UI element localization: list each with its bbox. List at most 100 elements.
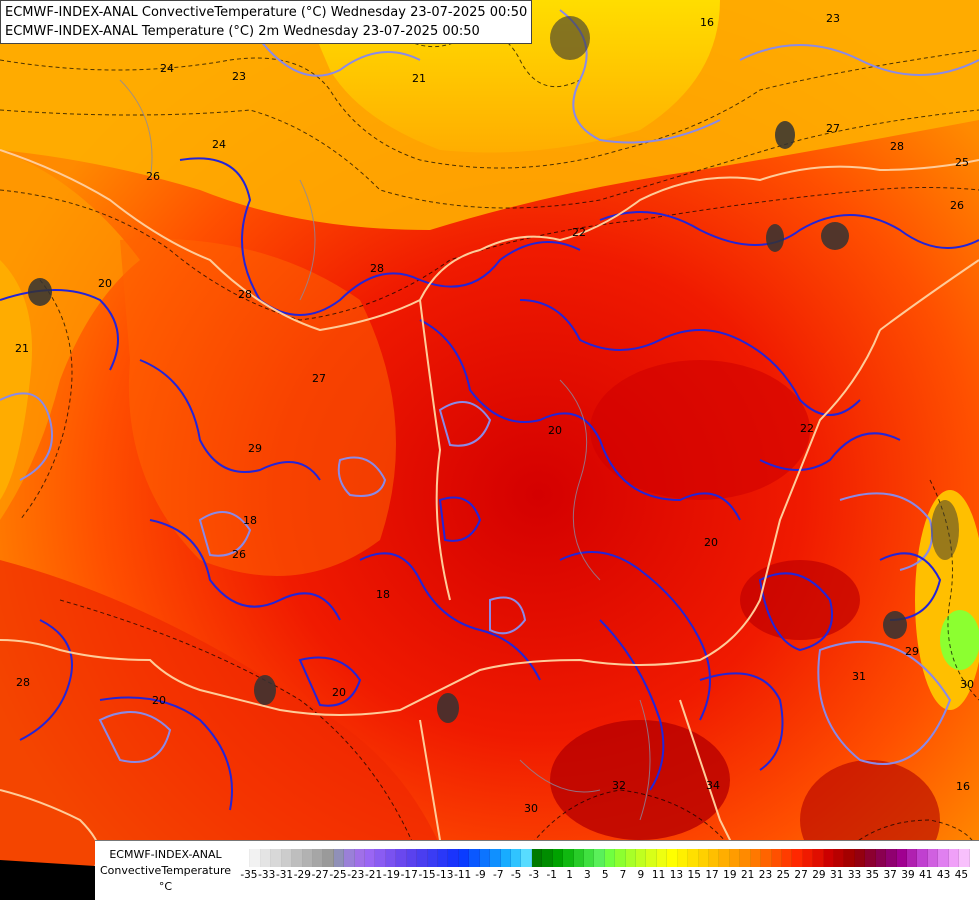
legend-tick-label: 11 bbox=[651, 869, 666, 881]
legend-swatch bbox=[771, 849, 782, 867]
legend-swatch bbox=[323, 849, 334, 867]
contour-value-label: 26 bbox=[232, 548, 246, 561]
legend-swatch bbox=[656, 849, 668, 867]
legend-swatch bbox=[385, 849, 397, 867]
contour-value-label: 20 bbox=[548, 424, 562, 437]
contour-value-label: 20 bbox=[152, 694, 166, 707]
legend-swatch bbox=[802, 849, 814, 867]
map-title-box: ECMWF-INDEX-ANAL ConvectiveTemperature (… bbox=[0, 0, 533, 44]
legend-tick-label: 27 bbox=[794, 869, 808, 881]
legend-swatch bbox=[927, 849, 939, 867]
legend-tick-label: -25 bbox=[329, 869, 347, 881]
legend-swatch bbox=[438, 849, 449, 867]
legend-swatch bbox=[521, 849, 532, 867]
legend-tick-label: 1 bbox=[566, 869, 573, 881]
legend-swatch bbox=[959, 849, 970, 867]
legend-swatch bbox=[865, 849, 876, 867]
contour-value-label: 16 bbox=[956, 780, 970, 793]
contour-value-label: 26 bbox=[950, 199, 964, 212]
contour-value-label: 31 bbox=[852, 670, 866, 683]
legend-tick-label: 43 bbox=[936, 869, 951, 881]
legend-swatch bbox=[667, 849, 678, 867]
legend-swatch bbox=[542, 849, 553, 867]
contour-value-label: 18 bbox=[243, 514, 257, 527]
legend-tick-label: -17 bbox=[400, 869, 418, 881]
legend-tick-label: 33 bbox=[847, 869, 862, 881]
legend-swatch bbox=[396, 849, 407, 867]
legend-tick-label: 3 bbox=[584, 869, 591, 881]
legend-swatch bbox=[698, 849, 709, 867]
legend-swatch bbox=[500, 849, 511, 867]
legend-tick-label: -5 bbox=[510, 869, 522, 881]
legend-swatch bbox=[563, 849, 574, 867]
legend-swatch bbox=[740, 849, 751, 867]
legend-swatch bbox=[604, 849, 616, 867]
legend-swatch bbox=[583, 849, 595, 867]
legend-tick-label: -23 bbox=[347, 869, 365, 881]
contour-value-label: 22 bbox=[572, 226, 586, 239]
legend-swatch bbox=[240, 849, 251, 867]
legend-swatch bbox=[417, 849, 428, 867]
legend-swatch bbox=[250, 849, 261, 867]
legend-tick-label: 13 bbox=[669, 869, 684, 881]
legend-tick-label: -33 bbox=[258, 869, 276, 881]
legend-tick-label: 45 bbox=[954, 869, 969, 881]
legend-swatch bbox=[823, 849, 835, 867]
contour-value-label: 25 bbox=[955, 156, 969, 169]
legend-swatch bbox=[490, 849, 501, 867]
contour-value-label: 29 bbox=[248, 442, 262, 455]
color-legend: ECMWF-INDEX-ANAL ConvectiveTemperature °… bbox=[95, 840, 979, 900]
legend-swatch bbox=[854, 849, 866, 867]
legend-swatch bbox=[761, 849, 772, 867]
legend-swatch bbox=[594, 849, 605, 867]
contour-value-label: 28 bbox=[16, 676, 30, 689]
contour-value-label: 30 bbox=[524, 802, 538, 815]
legend-tick-label: -15 bbox=[418, 869, 436, 881]
legend-swatch bbox=[625, 849, 637, 867]
contour-value-label: 16 bbox=[700, 16, 714, 29]
contour-value-label: 30 bbox=[960, 678, 974, 691]
legend-tick-label: 7 bbox=[619, 869, 627, 881]
legend-swatch bbox=[917, 849, 928, 867]
legend-tick-label: -31 bbox=[275, 869, 294, 881]
legend-tick-label: -27 bbox=[311, 869, 329, 881]
contour-value-label: 18 bbox=[376, 588, 390, 601]
legend-swatch bbox=[677, 849, 689, 867]
contour-value-label: 20 bbox=[98, 277, 112, 290]
legend-swatch bbox=[479, 849, 491, 867]
legend-swatch bbox=[281, 849, 293, 867]
contour-value-label: 28 bbox=[238, 288, 252, 301]
legend-swatch bbox=[271, 849, 282, 867]
legend-tick-label: 17 bbox=[705, 869, 719, 881]
contour-value-label: 24 bbox=[212, 138, 226, 151]
legend-swatch bbox=[302, 849, 313, 867]
contour-value-label: 27 bbox=[826, 122, 840, 135]
legend-swatch bbox=[427, 849, 439, 867]
contour-value-label: 29 bbox=[905, 645, 919, 658]
contour-value-label: 20 bbox=[332, 686, 346, 699]
legend-swatch bbox=[708, 849, 720, 867]
legend-swatch bbox=[948, 849, 960, 867]
legend-swatch bbox=[333, 849, 345, 867]
legend-parameter-name: ConvectiveTemperature bbox=[99, 864, 232, 877]
legend-swatch bbox=[552, 849, 564, 867]
legend-swatch bbox=[510, 849, 522, 867]
legend-swatch bbox=[375, 849, 386, 867]
legend-swatch bbox=[938, 849, 949, 867]
legend-tick-label: -7 bbox=[493, 869, 504, 881]
legend-swatch bbox=[646, 849, 657, 867]
contour-value-label: 23 bbox=[232, 70, 246, 83]
contour-value-label: 28 bbox=[890, 140, 904, 153]
legend-tick-label: 15 bbox=[687, 869, 701, 881]
legend-tick-label: 41 bbox=[919, 869, 933, 881]
legend-tick-label: 31 bbox=[830, 869, 844, 881]
legend-swatch bbox=[813, 849, 824, 867]
legend-tick-label: 21 bbox=[740, 869, 755, 881]
legend-ticks: -35 -33 -31 -29 -27 -25 -23 -21 -19 -17 -15 -13 -11-… bbox=[240, 869, 970, 885]
region-borders bbox=[119, 79, 651, 821]
legend-tick-label: -13 bbox=[436, 869, 454, 881]
legend-tick-label: 25 bbox=[776, 869, 790, 881]
legend-swatch bbox=[260, 849, 272, 867]
legend-swatch bbox=[834, 849, 845, 867]
